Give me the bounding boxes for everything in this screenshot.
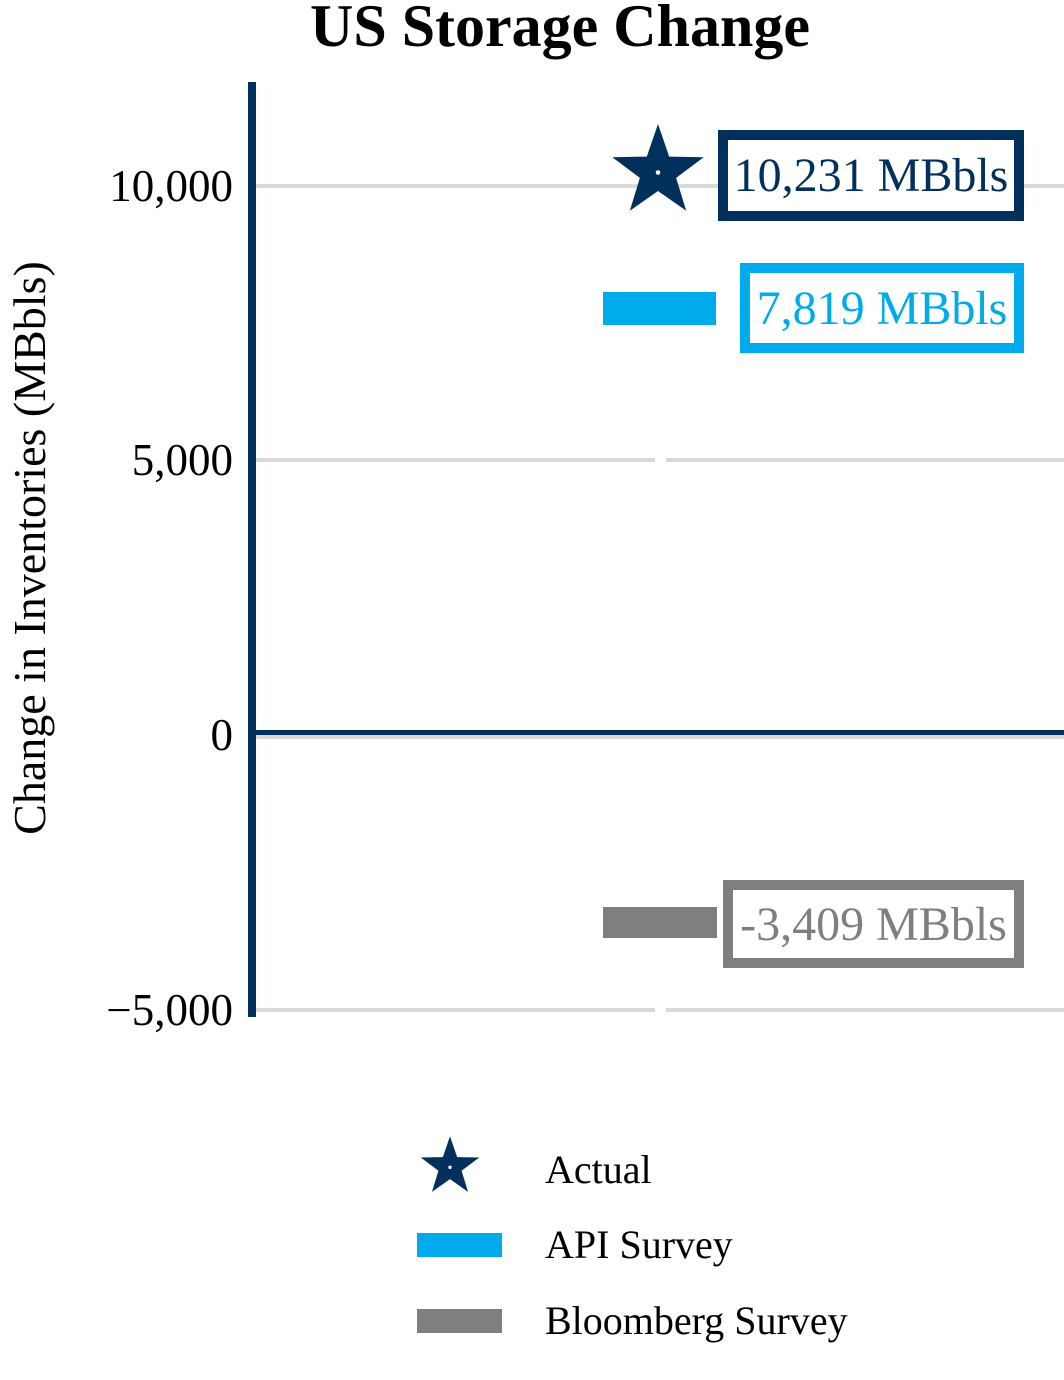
zero-line (256, 730, 1064, 735)
chart-title: US Storage Change (309, 0, 811, 59)
gridline-gap (655, 457, 666, 463)
api-survey-value-box: 7,819 MBbls (740, 263, 1024, 353)
gridline-gap (655, 1007, 666, 1013)
y-tick-5000: 5,000 (131, 435, 233, 485)
actual-value-box: 10,231 MBbls (718, 130, 1024, 221)
bloomberg-survey-value-box: -3,409 MBbls (723, 880, 1024, 968)
legend-bloomberg-swatch (417, 1309, 502, 1333)
legend-label-api-survey: API Survey (545, 1222, 733, 1267)
legend-label-bloomberg-survey: Bloomberg Survey (545, 1298, 848, 1343)
bloomberg-survey-bar (603, 907, 717, 938)
api-survey-bar (603, 292, 716, 325)
y-tick-10000: 10,000 (109, 161, 233, 211)
y-tick-neg5000: −5,000 (106, 985, 233, 1035)
star-center-dot (655, 170, 661, 175)
star-center-dot (448, 1165, 452, 1169)
y-axis-spine (248, 82, 256, 1017)
legend-api-swatch (417, 1233, 502, 1257)
actual-star-marker (612, 124, 704, 211)
gridline-0 (256, 735, 1064, 739)
legend-label-actual: Actual (545, 1147, 652, 1192)
y-axis-label: Change in Inventories (MBbls) (4, 261, 55, 835)
y-tick-0: 0 (210, 710, 234, 760)
star-icon (612, 124, 704, 211)
legend-actual-marker (420, 1136, 480, 1192)
star-icon (420, 1136, 480, 1192)
